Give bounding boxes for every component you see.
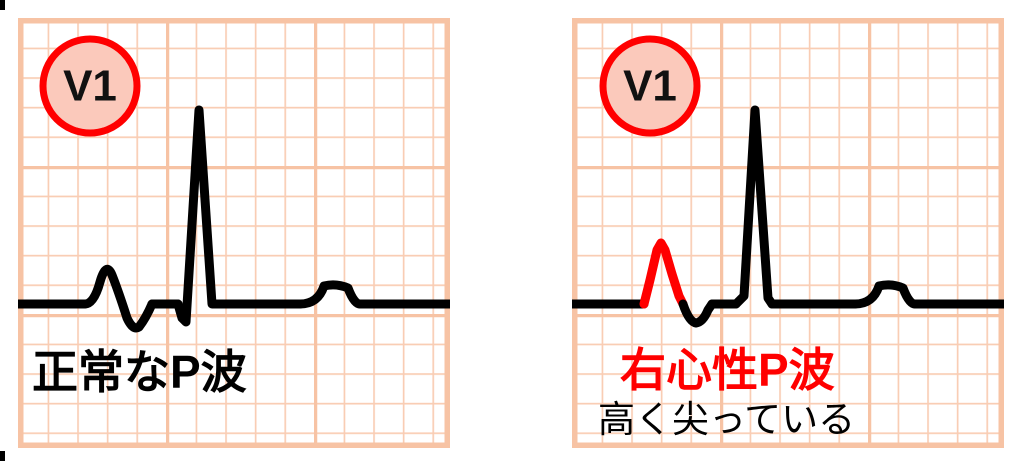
- lead-badge-circle: [39, 35, 141, 137]
- grid-border: [572, 18, 1004, 448]
- ecg-strip-normal: V1 正常なP波: [18, 18, 450, 448]
- ecg-strip-right-atrial: V1 右心性P波 高く尖っている: [572, 18, 1004, 448]
- segment-t-wave: [295, 280, 365, 309]
- edge-tick-top-marker: [0, 0, 5, 10]
- segment-qrs-complex: [173, 105, 223, 327]
- panel-caption-normal: 正常なP波: [32, 346, 247, 398]
- panel-subcaption-right-atrial: 高く尖っている: [598, 399, 855, 440]
- ecg-trace-right-atrial: [572, 105, 1004, 328]
- ecg-trace-normal: [18, 105, 450, 333]
- lead-badge-right-atrial: V1: [599, 35, 701, 137]
- ecg-panel-normal: V1 正常なP波: [18, 18, 450, 448]
- segment-t-wave: [850, 280, 920, 309]
- lead-badge-label: V1: [63, 62, 117, 111]
- ecg-panel-right-atrial: V1 右心性P波 高く尖っている: [572, 18, 1004, 448]
- segment-p-wave-tall-peaked: [639, 238, 688, 309]
- segment-p-wave-terminal-negative: [678, 299, 717, 328]
- lead-badge-circle: [599, 35, 701, 137]
- lead-badge-normal: V1: [39, 35, 141, 137]
- segment-p-wave-biphasic: [80, 264, 157, 333]
- grid-border: [18, 18, 450, 448]
- edge-tick-bottom-marker: [0, 451, 5, 461]
- panel-caption-right-atrial: 右心性P波: [620, 344, 835, 396]
- segment-qrs-complex: [731, 105, 777, 309]
- lead-badge-label: V1: [623, 62, 677, 111]
